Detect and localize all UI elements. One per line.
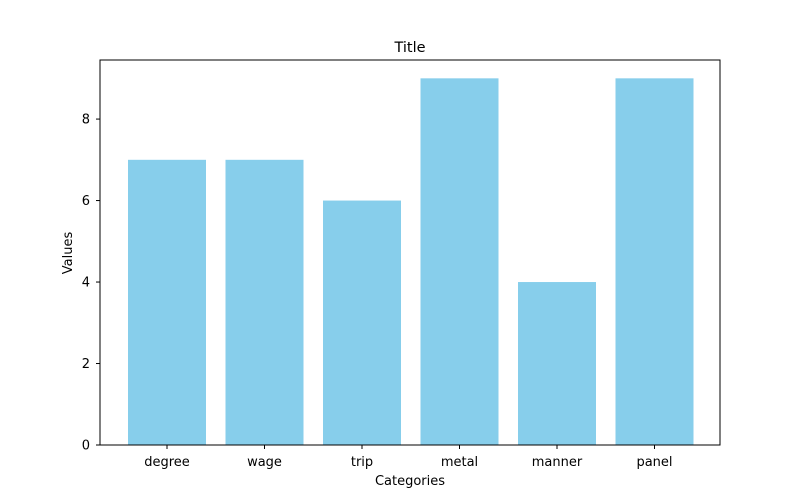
y-tick-label: 0 bbox=[82, 439, 90, 454]
x-axis-label: Categories bbox=[375, 474, 445, 489]
chart-title: Title bbox=[393, 40, 425, 56]
x-tick-label: degree bbox=[144, 455, 190, 470]
bar-metal bbox=[420, 78, 499, 445]
x-tick-label: panel bbox=[636, 455, 672, 470]
y-tick-label: 6 bbox=[82, 194, 90, 209]
x-tick-label: manner bbox=[532, 455, 583, 470]
plot-area-frame bbox=[99, 59, 721, 446]
bar-panel bbox=[615, 78, 694, 445]
bar-degree bbox=[128, 159, 206, 445]
y-tick-label: 2 bbox=[82, 357, 90, 372]
y-axis: 0 2 4 6 8 bbox=[82, 113, 100, 454]
x-tick-label: metal bbox=[441, 455, 478, 470]
bar-manner bbox=[518, 282, 596, 445]
bar-wage bbox=[225, 159, 304, 445]
bars-layer bbox=[128, 78, 694, 445]
y-tick-label: 8 bbox=[82, 113, 90, 128]
y-axis-label: Values bbox=[61, 232, 76, 275]
x-tick-label: trip bbox=[351, 455, 373, 470]
y-tick-label: 4 bbox=[82, 276, 90, 291]
bar-trip bbox=[323, 200, 401, 445]
x-tick-label: wage bbox=[247, 455, 282, 470]
x-axis: degree wage trip metal manner panel bbox=[144, 445, 673, 470]
